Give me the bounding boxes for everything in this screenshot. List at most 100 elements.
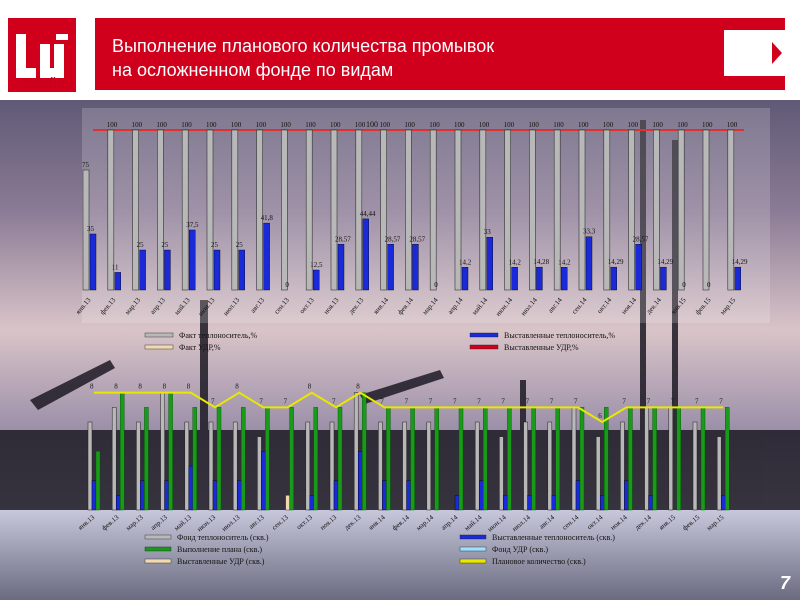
bar-fond-heat xyxy=(378,421,383,511)
bar-fact-heat xyxy=(504,129,511,291)
label-plan: 7 xyxy=(526,397,530,405)
slide-title: Выполнение планового количества промывок… xyxy=(112,34,494,82)
bar-set-heat xyxy=(561,267,568,291)
legend-swatch xyxy=(469,332,499,338)
bar-fond-heat xyxy=(160,392,165,511)
title-band xyxy=(95,18,785,90)
bar-set-heat xyxy=(382,480,387,511)
bar-set-heat xyxy=(387,244,394,291)
label-plan: 7 xyxy=(211,397,215,405)
bar-fact-heat xyxy=(578,129,586,291)
label-top: 100 xyxy=(652,121,663,129)
bar-set-heat xyxy=(333,480,339,511)
bar-set-heat xyxy=(660,266,667,291)
label-blue: 28,57 xyxy=(385,235,401,243)
label-plan: 7 xyxy=(405,397,409,405)
bar-set-heat xyxy=(527,495,532,511)
bar-set-heat xyxy=(610,266,617,291)
chart-percent: 1007535янв.1310011фев.1310025мар.1310025… xyxy=(74,108,770,352)
x-tick: фев.15 xyxy=(681,513,702,532)
bar-set-heat xyxy=(91,480,97,511)
bar-fact-heat xyxy=(231,129,239,291)
x-tick: окт.13 xyxy=(295,513,314,531)
label-blue: 14,2 xyxy=(509,258,522,266)
label-top: 100 xyxy=(702,121,713,129)
bar-set-heat xyxy=(551,495,556,511)
label-plan: 8 xyxy=(235,383,239,391)
plan-count-line xyxy=(94,391,724,424)
x-tick: фев.14 xyxy=(391,513,412,532)
bar-done xyxy=(265,407,270,511)
label-plan: 7 xyxy=(284,397,288,405)
label-blue: 14,2 xyxy=(459,258,472,266)
label-plan: 7 xyxy=(719,397,723,405)
label-blue: 25 xyxy=(211,241,219,249)
bar-fact-heat xyxy=(380,129,387,291)
bar-done xyxy=(168,392,173,511)
bar-done xyxy=(579,407,585,511)
legend-swatch xyxy=(459,546,487,552)
bar-fond-heat xyxy=(523,421,528,511)
label-plan: 7 xyxy=(647,397,651,405)
label-top: 100 xyxy=(628,121,639,129)
legend-label: Выполнение плана (скв.) xyxy=(177,545,262,554)
label-plan: 8 xyxy=(90,383,94,391)
bar-set-heat xyxy=(575,480,581,511)
bar-fond-heat xyxy=(111,407,117,511)
legend-label: Плановое количество (скв.) xyxy=(492,557,586,566)
label-top: 100 xyxy=(454,121,465,129)
label-top: 100 xyxy=(355,121,366,129)
x-tick: июн.13 xyxy=(196,513,218,533)
bar-fond-heat xyxy=(257,436,262,511)
label-blue: 14,28 xyxy=(533,258,549,266)
label-top: 100 xyxy=(578,121,589,129)
x-tick: ноя.13 xyxy=(319,513,339,532)
bar-fond-heat xyxy=(208,421,214,511)
bar-fact-heat xyxy=(429,129,437,291)
bar-fond-heat xyxy=(353,392,359,511)
label-plan: 7 xyxy=(332,397,336,405)
label-blue: 37,5 xyxy=(186,221,199,229)
bar-set-heat xyxy=(114,272,122,291)
x-tick: авг.14 xyxy=(538,513,557,531)
label-blue: 33,3 xyxy=(583,228,596,236)
bar-set-heat xyxy=(358,451,363,511)
x-tick: дек.14 xyxy=(633,513,653,532)
label-blue: 25 xyxy=(161,241,169,249)
x-tick: фев.13 xyxy=(100,513,121,532)
label-plan: 7 xyxy=(380,397,384,405)
bar-fond-heat xyxy=(87,421,93,511)
x-tick: май.13 xyxy=(173,513,194,532)
bar-set-heat xyxy=(624,480,629,511)
x-tick: апр.14 xyxy=(440,513,460,532)
bar-done xyxy=(676,407,681,511)
bar-fact-heat xyxy=(454,129,462,291)
label-blue: 14,29 xyxy=(657,258,673,266)
x-tick: окт.14 xyxy=(585,513,604,531)
bar-done xyxy=(507,407,512,511)
legend-label: Фонд теплоноситель (скв.) xyxy=(177,533,269,542)
bar-fond-heat xyxy=(571,407,577,511)
bar-fond-heat xyxy=(184,421,190,511)
label-plan: 8 xyxy=(163,383,167,391)
x-tick: мар.13 xyxy=(124,513,145,532)
x-tick: июн.14 xyxy=(486,513,508,533)
x-tick: сен.13 xyxy=(270,513,290,532)
label-top: 100 xyxy=(256,121,267,129)
bar-done xyxy=(483,407,488,511)
bar-fact-heat xyxy=(206,129,214,291)
label-blue: 28,57 xyxy=(409,235,425,243)
plan-label: 100 xyxy=(366,120,378,129)
bar-set-heat xyxy=(89,233,97,291)
label-plan: 8 xyxy=(356,383,360,391)
label-top: 100 xyxy=(553,121,564,129)
label-top: 100 xyxy=(528,121,539,129)
bar-done xyxy=(628,407,633,511)
bar-done xyxy=(313,407,318,511)
bar-fond-heat xyxy=(547,421,553,511)
label-plan: 7 xyxy=(671,397,675,405)
legend-label: Выставленные УДР,% xyxy=(504,343,579,352)
x-tick: сен.14 xyxy=(561,513,581,532)
bar-fond-heat xyxy=(136,421,141,511)
